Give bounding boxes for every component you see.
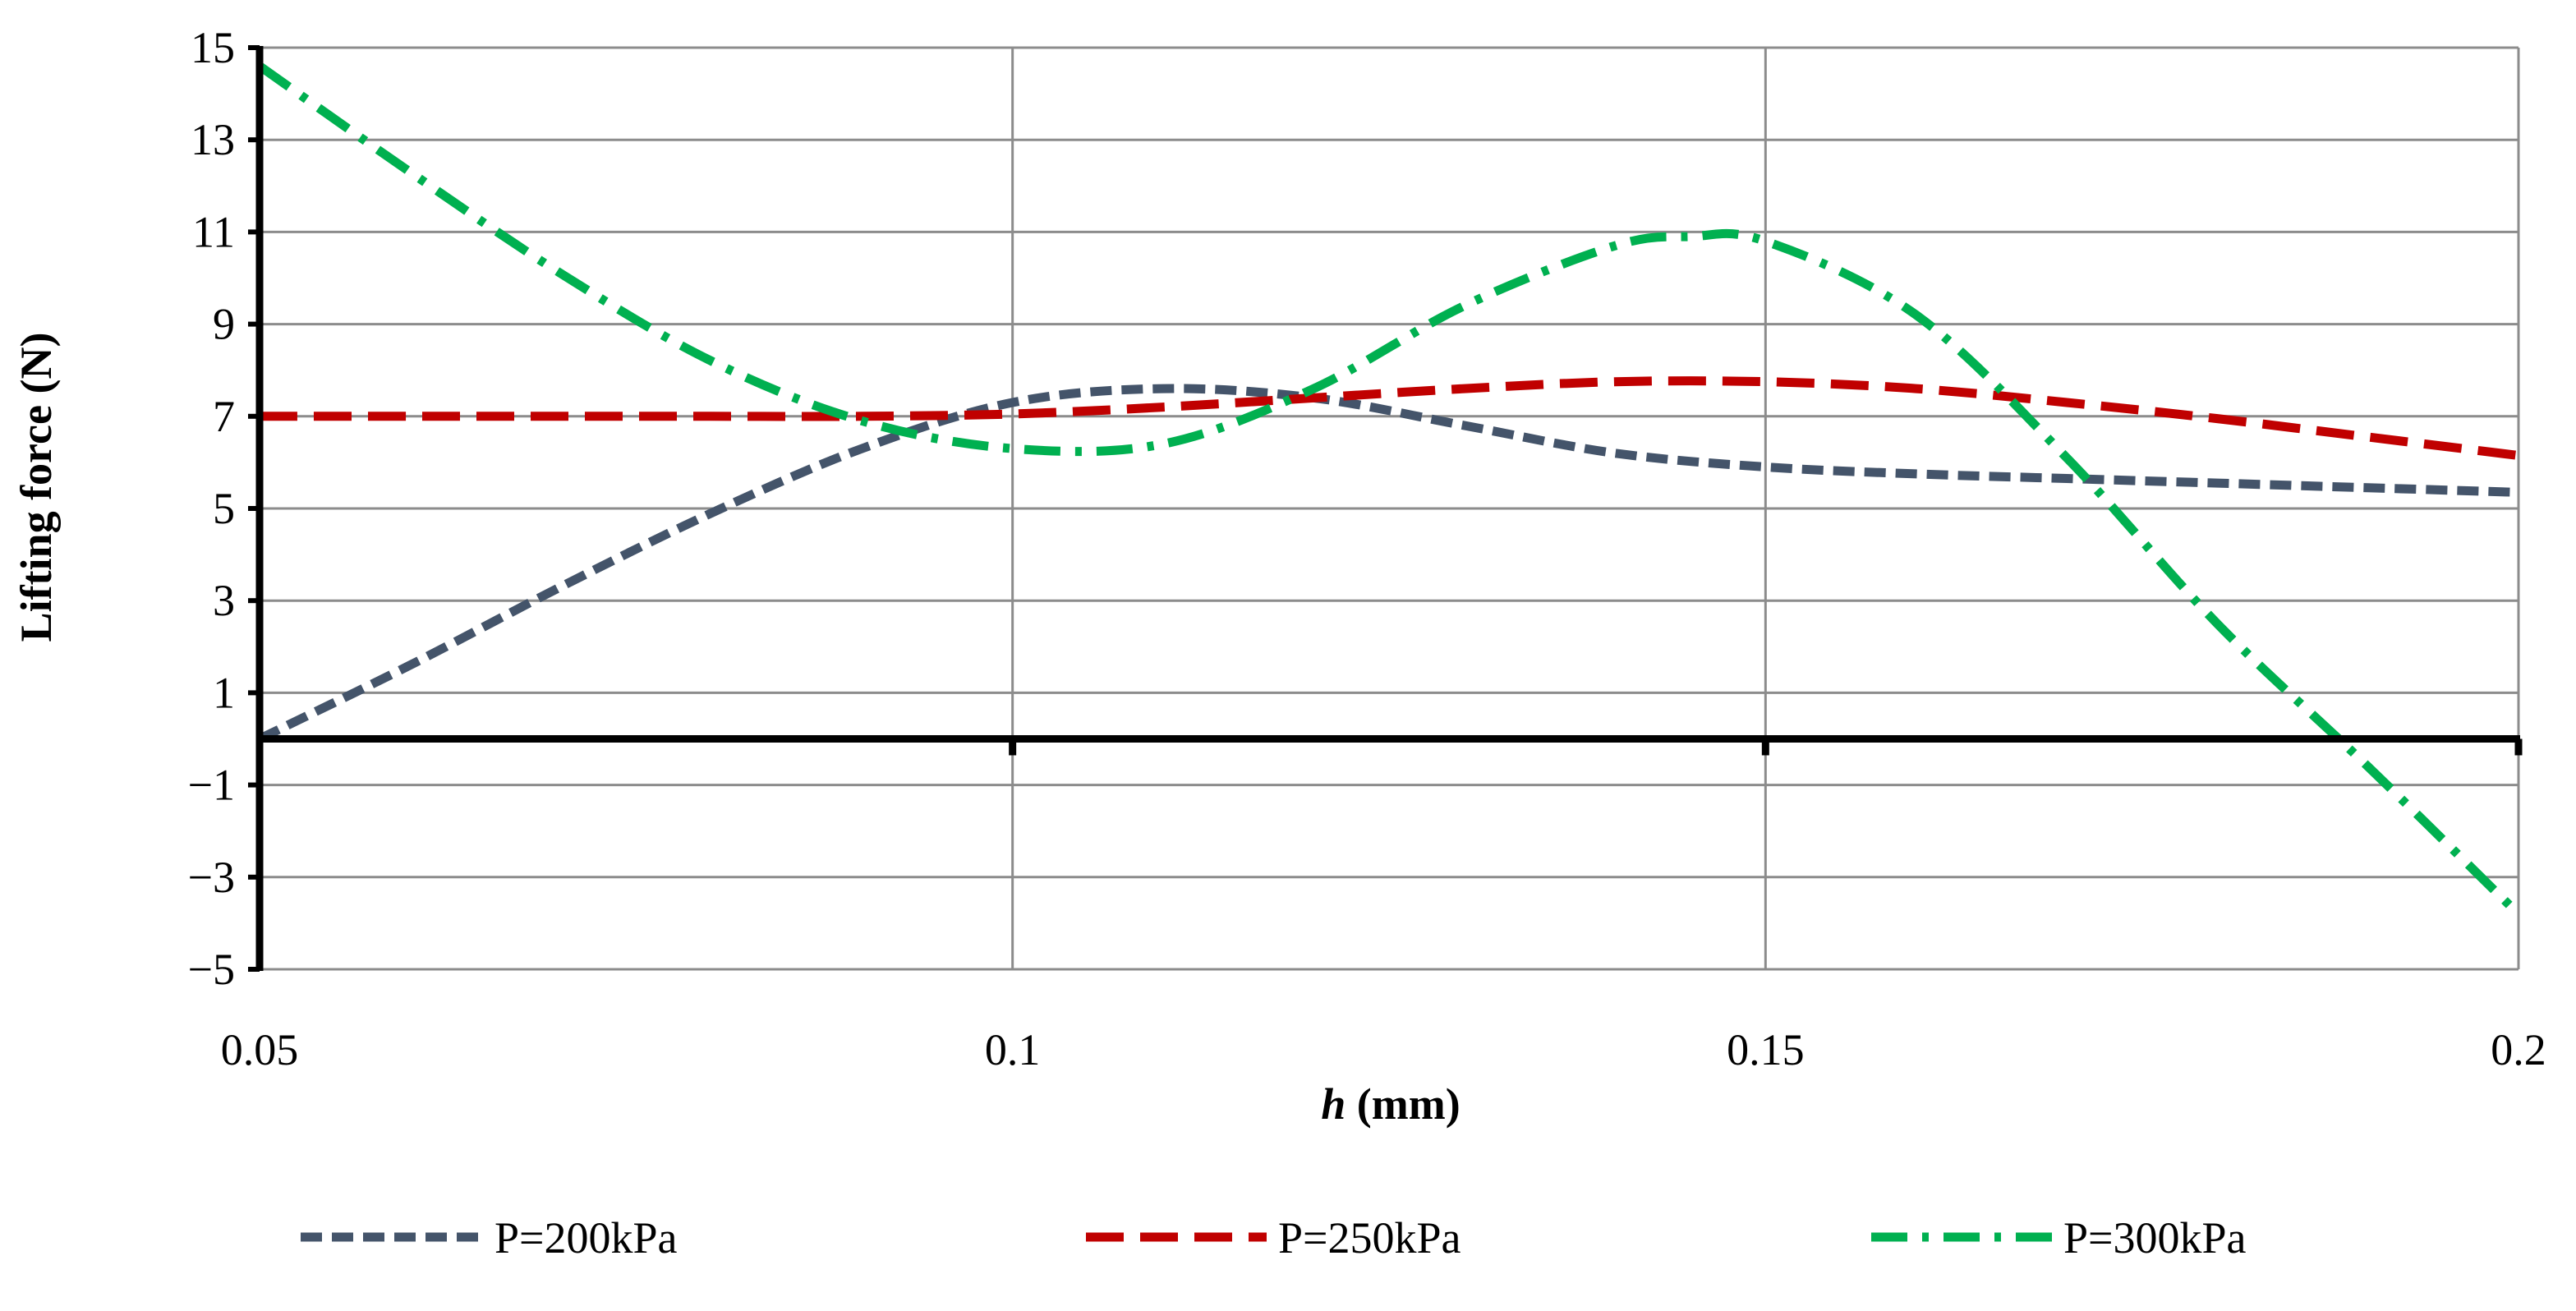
y-tick-label: 1 bbox=[213, 668, 235, 717]
legend-label: P=300kPa bbox=[2063, 1213, 2247, 1263]
x-axis-title: h (mm) bbox=[1321, 1079, 1460, 1129]
y-tick-label: 7 bbox=[213, 392, 235, 441]
y-tick-label: −1 bbox=[188, 761, 235, 810]
legend-label: P=200kPa bbox=[494, 1213, 678, 1263]
x-axis-title-unit: (mm) bbox=[1346, 1079, 1460, 1129]
x-tick-label: 0.15 bbox=[1727, 1025, 1805, 1074]
x-tick-label: 0.1 bbox=[985, 1025, 1041, 1074]
x-tick-label: 0.2 bbox=[2491, 1025, 2546, 1074]
legend-label: P=250kPa bbox=[1278, 1213, 1461, 1263]
series-lines bbox=[256, 62, 2522, 918]
series-line-p-250kpa bbox=[260, 376, 2519, 460]
y-tick-label: 3 bbox=[213, 576, 235, 625]
gridlines bbox=[260, 46, 2520, 971]
legend: P=200kPa P=250kPa P=300kPa bbox=[301, 1213, 2247, 1263]
y-tick-label: 9 bbox=[213, 300, 235, 349]
legend-item-p-250kpa: P=250kPa bbox=[1086, 1213, 1461, 1263]
legend-item-p-200kpa: P=200kPa bbox=[301, 1213, 678, 1263]
y-tick-label: 15 bbox=[191, 23, 235, 72]
axes bbox=[248, 45, 2523, 972]
series-line-p-300kpa bbox=[256, 62, 2522, 918]
y-tick-label: −5 bbox=[188, 945, 235, 994]
series-line-p-200kpa bbox=[257, 384, 2519, 743]
x-tick-label: 0.05 bbox=[221, 1025, 299, 1074]
y-tick-label: 5 bbox=[213, 484, 235, 533]
y-tick-label: 11 bbox=[192, 207, 235, 256]
y-tick-label: 13 bbox=[191, 115, 235, 164]
legend-item-p-300kpa: P=300kPa bbox=[1871, 1213, 2247, 1263]
y-tick-label: −3 bbox=[188, 853, 235, 902]
x-axis-title-italic: h bbox=[1321, 1079, 1346, 1129]
y-axis-title: Lifting force (N) bbox=[12, 333, 61, 642]
